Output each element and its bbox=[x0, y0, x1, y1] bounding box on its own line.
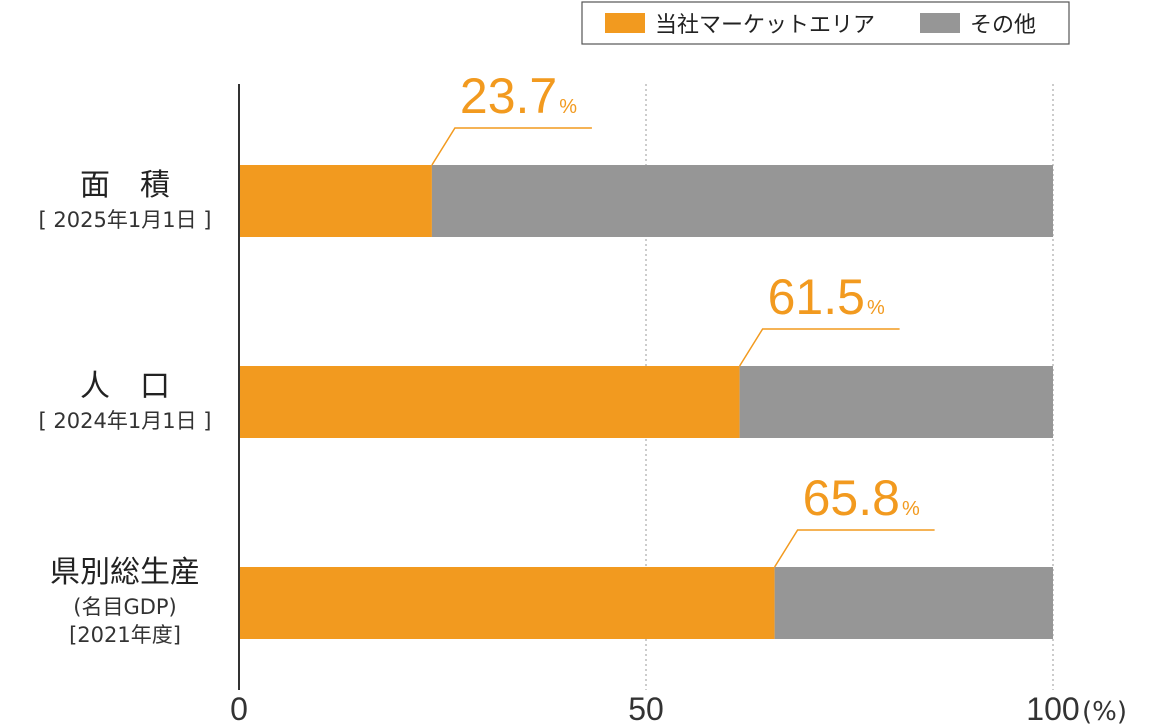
x-tick-label: 100 bbox=[1026, 691, 1079, 727]
bar-segment bbox=[239, 567, 775, 639]
legend-label: 当社マーケットエリア bbox=[655, 13, 875, 38]
bar-segment bbox=[239, 366, 740, 438]
category-sublabel: (名目GDP) bbox=[73, 595, 177, 619]
legend-swatch bbox=[920, 13, 960, 33]
value-number: 23.7 bbox=[460, 68, 557, 124]
value-number: 61.5 bbox=[768, 269, 865, 325]
bar-segment bbox=[239, 165, 432, 237]
leader-line bbox=[738, 328, 900, 367]
category-sublabel: [2021年度] bbox=[69, 623, 181, 647]
category-sublabel: [ 2025年1月1日 ] bbox=[39, 208, 212, 232]
value-label: 23.7% bbox=[460, 68, 577, 124]
category-sublabel: [ 2024年1月1日 ] bbox=[39, 409, 212, 433]
bar-segment bbox=[774, 567, 1053, 639]
value-unit: % bbox=[559, 96, 577, 118]
legend-swatch bbox=[605, 13, 645, 33]
bar-segment bbox=[739, 366, 1053, 438]
value-number: 65.8 bbox=[803, 470, 900, 526]
value-label: 61.5% bbox=[768, 269, 885, 325]
x-axis-label: (%) bbox=[1082, 697, 1127, 727]
bar-segment bbox=[431, 165, 1054, 237]
category-label: 面 積 bbox=[80, 168, 170, 203]
value-label: 65.8% bbox=[803, 470, 920, 526]
legend-label: その他 bbox=[970, 13, 1036, 38]
x-tick-label: 50 bbox=[628, 691, 664, 727]
legend-box bbox=[581, 1, 1070, 45]
leader-line bbox=[773, 529, 935, 568]
value-unit: % bbox=[867, 297, 885, 319]
leader-line bbox=[431, 127, 592, 166]
x-tick-label: 0 bbox=[230, 691, 248, 727]
value-unit: % bbox=[902, 498, 920, 520]
category-label: 人 口 bbox=[80, 369, 170, 404]
category-label: 県別総生産 bbox=[50, 555, 200, 590]
